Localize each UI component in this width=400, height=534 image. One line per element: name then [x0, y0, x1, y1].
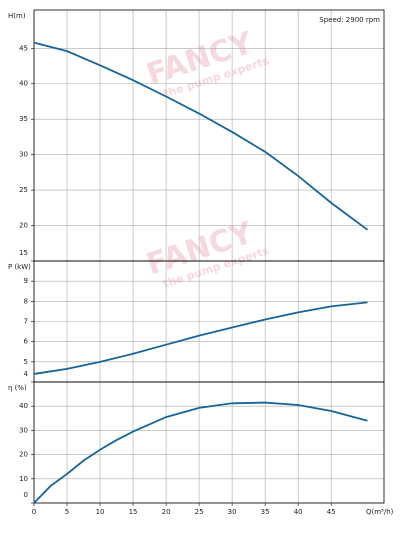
y-tick-label: 10: [19, 475, 28, 483]
x-tick-label: 45: [327, 508, 336, 516]
x-tick-label: 20: [162, 508, 171, 516]
annotation: Speed: 2900 rpm: [319, 16, 380, 24]
y-tick-label: 20: [19, 451, 28, 459]
x-tick-label: 30: [228, 508, 237, 516]
y-tick-label: 40: [19, 80, 28, 88]
y-axis-label: P (kW): [8, 263, 31, 271]
y-tick-label: 35: [19, 115, 28, 123]
plot-frame: [33, 381, 385, 504]
x-tick-label: 15: [129, 508, 138, 516]
line: [33, 41, 369, 231]
x-tick-label: 40: [294, 508, 303, 516]
x-tick-label: 0: [32, 508, 36, 516]
y-tick-label: 30: [19, 151, 28, 159]
line: [33, 401, 368, 504]
y-tick-label: 5: [24, 358, 28, 366]
y-axis-label: η (%): [8, 384, 27, 392]
y-tick-label: 9: [24, 277, 28, 285]
y-tick-label: 30: [19, 426, 28, 434]
y-tick-label: 4: [24, 370, 29, 378]
y-tick-label: 7: [24, 318, 28, 326]
y-tick-label: 45: [19, 44, 28, 52]
line: [33, 301, 368, 375]
y-axis-label: H(m): [8, 12, 26, 20]
y-tick-label: 25: [19, 186, 28, 194]
y-tick-label: 15: [19, 249, 28, 257]
x-tick-label: 35: [261, 508, 270, 516]
y-tick-label: 6: [24, 338, 29, 346]
y-tick-label: 0: [24, 491, 28, 499]
x-axis-label: Q(m³/h): [366, 508, 394, 516]
y-tick-label: 20: [19, 222, 28, 230]
y-tick-label: 8: [24, 297, 28, 305]
x-tick-label: 10: [96, 508, 105, 516]
y-tick-label: 40: [19, 402, 28, 410]
x-tick-label: 25: [195, 508, 204, 516]
x-tick-label: 5: [65, 508, 69, 516]
